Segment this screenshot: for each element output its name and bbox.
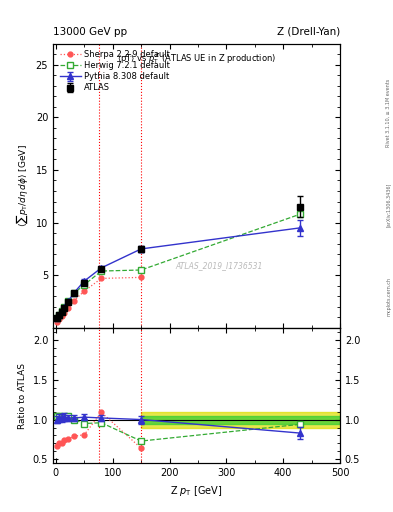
Legend: Sherpa 2.2.9 default, Herwig 7.2.1 default, Pythia 8.308 default, ATLAS: Sherpa 2.2.9 default, Herwig 7.2.1 defau… [57, 48, 172, 95]
Bar [141, 412, 340, 428]
Text: 13000 GeV pp: 13000 GeV pp [53, 27, 127, 37]
Bar [141, 416, 340, 423]
X-axis label: Z $p_\mathrm{T}$ [GeV]: Z $p_\mathrm{T}$ [GeV] [170, 484, 223, 498]
Text: mcplots.cern.ch: mcplots.cern.ch [386, 278, 391, 316]
Text: ATLAS_2019_I1736531: ATLAS_2019_I1736531 [176, 261, 263, 270]
Text: Rivet 3.1.10, ≥ 3.1M events: Rivet 3.1.10, ≥ 3.1M events [386, 78, 391, 147]
Text: $\langle$pT$\rangle$ vs $p_\mathrm{T}^Z$ (ATLAS UE in Z production): $\langle$pT$\rangle$ vs $p_\mathrm{T}^Z$… [117, 51, 276, 66]
Y-axis label: Ratio to ATLAS: Ratio to ATLAS [18, 362, 27, 429]
Text: Z (Drell-Yan): Z (Drell-Yan) [277, 27, 340, 37]
Y-axis label: $\langle\sum p_\mathrm{T}/d\eta\,d\phi\rangle$ [GeV]: $\langle\sum p_\mathrm{T}/d\eta\,d\phi\r… [15, 144, 30, 227]
Text: [arXiv:1306.3436]: [arXiv:1306.3436] [386, 183, 391, 227]
